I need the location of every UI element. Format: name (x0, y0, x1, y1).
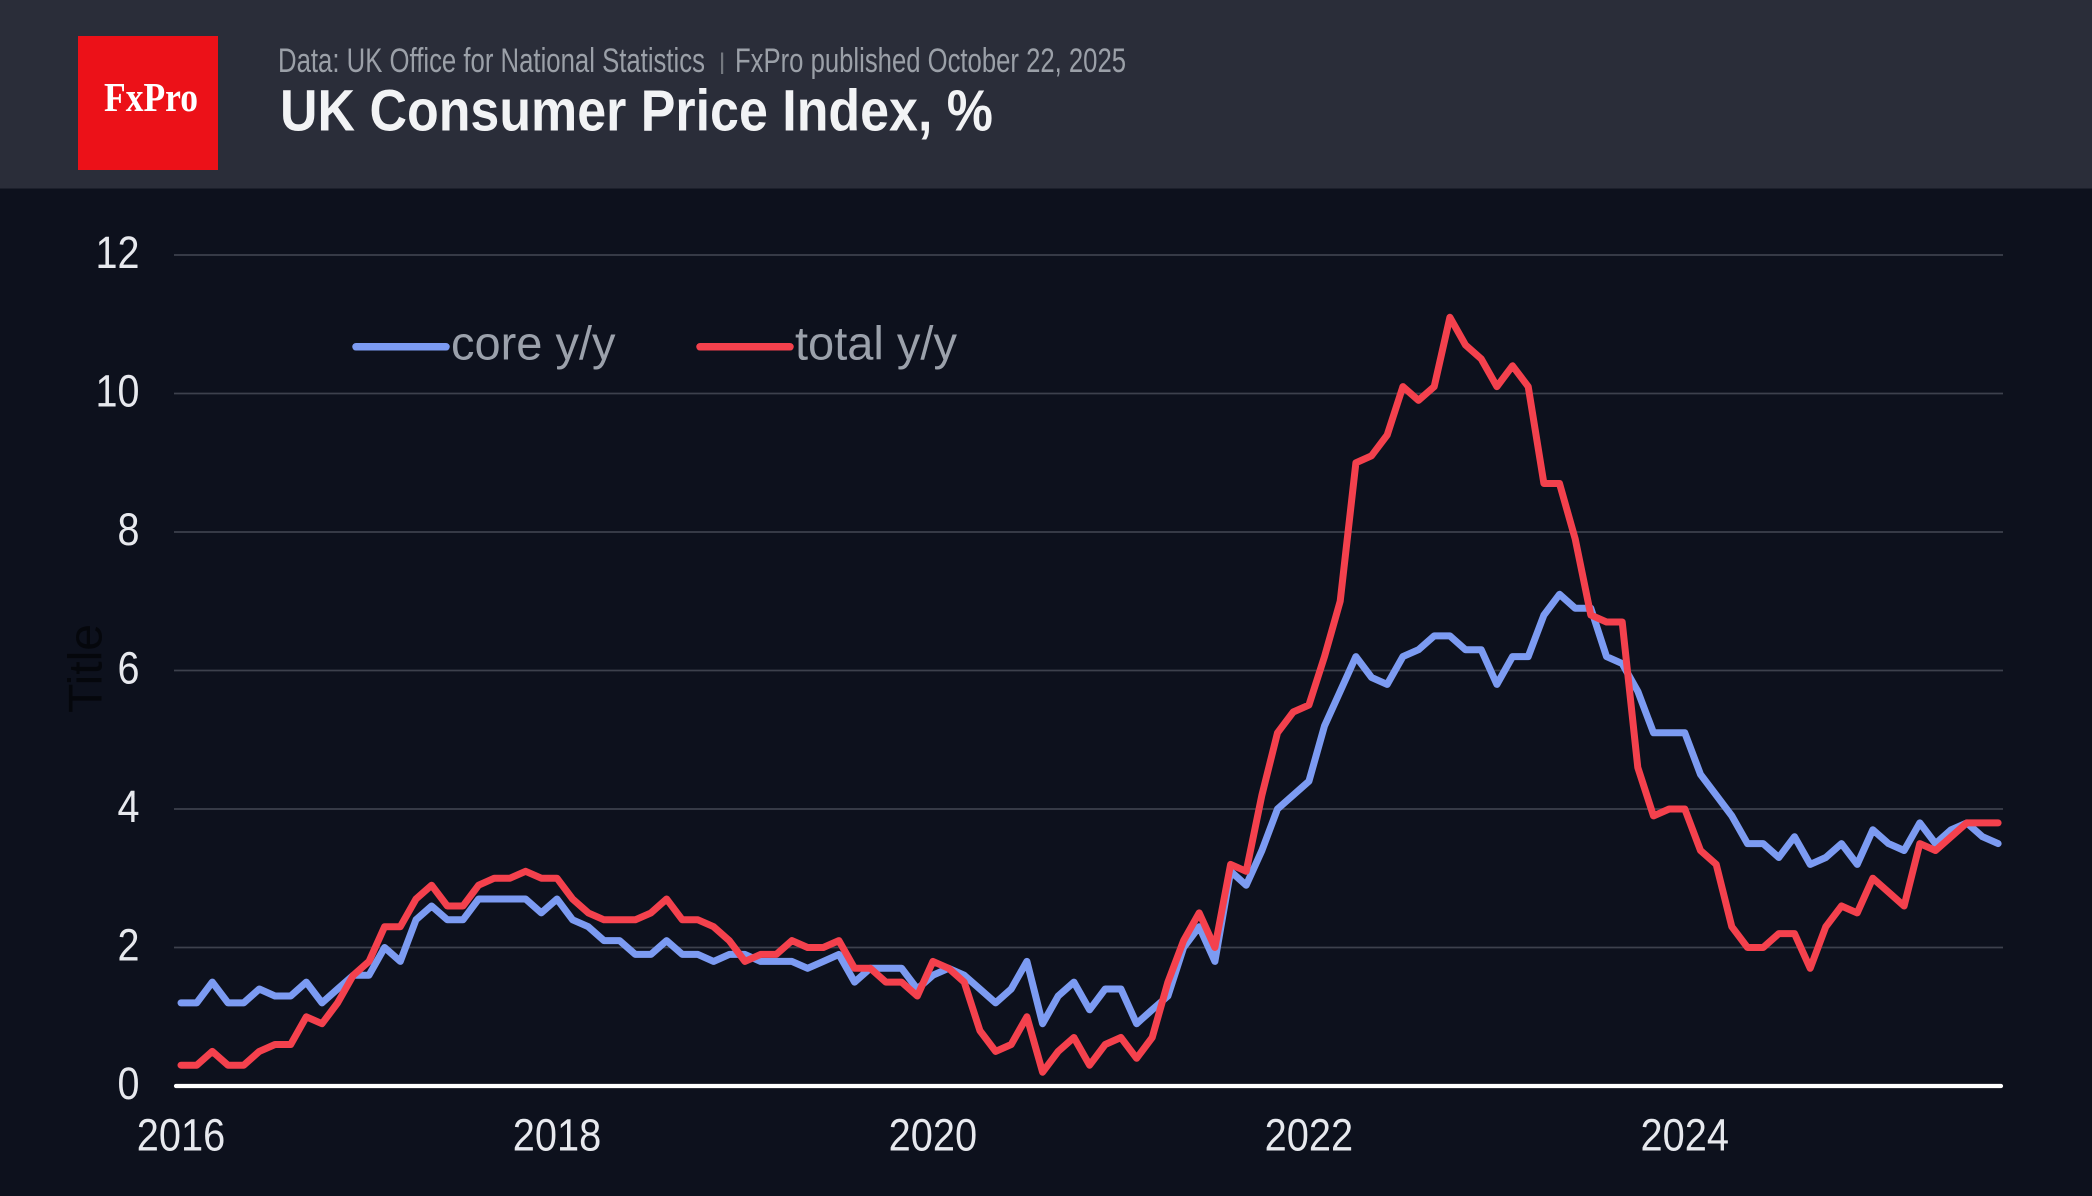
svg-text:6: 6 (118, 643, 140, 694)
svg-text:FxPro published October 22, 20: FxPro published October 22, 2025 (735, 42, 1126, 80)
svg-text:4: 4 (118, 781, 140, 832)
svg-text:FxPro: FxPro (104, 74, 198, 120)
svg-text:0: 0 (118, 1058, 140, 1109)
svg-text:8: 8 (118, 504, 140, 555)
svg-text:2020: 2020 (889, 1109, 978, 1160)
svg-text:2024: 2024 (1641, 1109, 1730, 1160)
svg-text:total y/y: total y/y (795, 317, 957, 370)
svg-text:12: 12 (96, 227, 140, 278)
svg-text:Title: Title (59, 624, 112, 713)
svg-text:10: 10 (96, 366, 140, 417)
svg-text:2: 2 (118, 920, 140, 971)
svg-text:Data: UK Office for National S: Data: UK Office for National Statistics (278, 42, 705, 80)
svg-text:core y/y: core y/y (451, 317, 616, 370)
svg-text:2016: 2016 (137, 1109, 226, 1160)
svg-text:2018: 2018 (513, 1109, 602, 1160)
svg-text:2022: 2022 (1265, 1109, 1354, 1160)
svg-text:UK Consumer Price Index, %: UK Consumer Price Index, % (280, 79, 993, 144)
